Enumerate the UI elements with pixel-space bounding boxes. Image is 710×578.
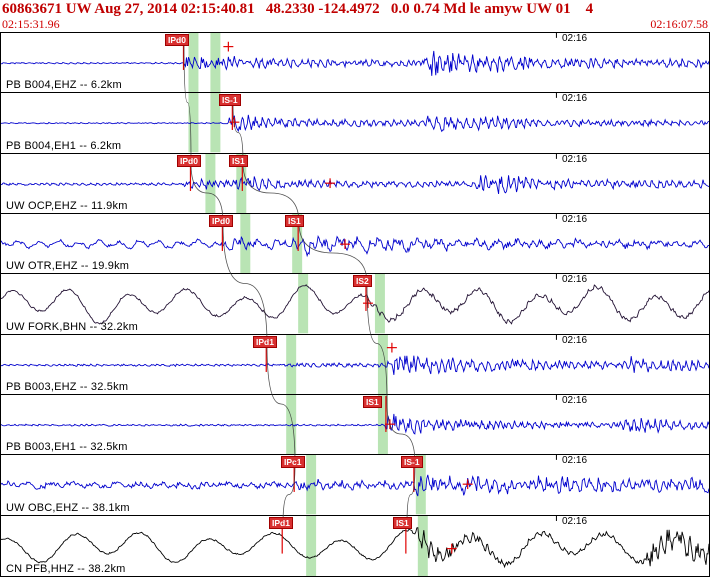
panel-time-label: 02:16 — [562, 274, 588, 286]
pick-flag[interactable]: IPd1 — [269, 516, 293, 529]
station-label: UW FORK,BHN -- 32.2km — [6, 320, 138, 333]
seismogram-trace — [1, 50, 709, 76]
waveform-panel-5[interactable]: IS2 UW FORK,BHN -- 32.2km 02:16 — [1, 274, 709, 335]
seismogram-trace — [1, 115, 709, 133]
seismogram-trace — [1, 526, 709, 568]
pick-flag[interactable]: IPd1 — [253, 335, 277, 348]
waveform-panel-4[interactable]: IPd0 IS1 UW OTR,EHZ -- 19.9km 02:16 — [1, 213, 709, 275]
arrival-window-band — [374, 274, 385, 334]
waveform-panel-9[interactable]: IPd1 IS1 CN PFB,HHZ -- 38.2km 02:16 — [1, 515, 709, 576]
station-label: PB B004,EH1 -- 6.2km — [6, 139, 122, 152]
arrival-window-band — [306, 515, 317, 576]
panel-time-label: 02:16 — [562, 153, 588, 165]
pick-flag[interactable]: IS2 — [353, 275, 372, 288]
seismogram-trace — [1, 284, 709, 326]
arrival-window-band — [415, 455, 426, 515]
station-label: UW OCP,EHZ -- 11.9km — [6, 199, 128, 212]
pick-flag[interactable]: IPc1 — [281, 456, 305, 469]
waveform-panel-6[interactable]: IPd1 PB B003,EHZ -- 32.5km 02:16 — [1, 334, 709, 395]
seismogram-trace — [1, 234, 709, 258]
arrival-window-band — [298, 274, 309, 334]
panel-time-label: 02:16 — [562, 93, 588, 105]
waveform-panel-1[interactable]: IPd0 PB B004,EHZ -- 6.2km 02:16 — [1, 33, 709, 94]
seismogram-trace — [1, 413, 709, 435]
pick-flag[interactable]: IS-1 — [219, 94, 241, 107]
window-end-time: 02:16:07.58 — [650, 17, 708, 31]
pick-flag[interactable]: IPd0 — [165, 34, 189, 46]
event-summary-header: 60863671 UW Aug 27, 2014 02:15:40.81 48.… — [2, 1, 594, 17]
arrival-window-band — [417, 515, 428, 576]
station-label: PB B003,EHZ -- 32.5km — [6, 380, 129, 393]
seismogram-trace — [1, 355, 709, 375]
seismogram-trace — [1, 174, 709, 194]
waveform-panel-7[interactable]: IS1 PB B003,EH1 -- 32.5km 02:16 — [1, 394, 709, 456]
panel-time-label: 02:16 — [562, 394, 588, 406]
pick-flag[interactable]: IS1 — [393, 516, 412, 529]
seismogram-trace — [1, 475, 709, 497]
waveform-panel-3[interactable]: IPd0 IS1 UW OCP,EHZ -- 11.9km 02:16 — [1, 153, 709, 214]
pick-flag[interactable]: IS1 — [229, 154, 248, 167]
station-label: CN PFB,HHZ -- 38.2km — [6, 562, 126, 575]
waveform-panel-8[interactable]: IPc1 IS-1 UW OBC,EHZ -- 38.1km 02:16 — [1, 455, 709, 516]
pick-flag[interactable]: IS1 — [363, 395, 382, 408]
window-start-time: 02:15:31.96 — [2, 17, 60, 31]
panel-time-label: 02:16 — [562, 334, 588, 346]
pick-flag[interactable]: IPd0 — [209, 214, 233, 227]
waveform-panel-2[interactable]: IS-1 PB B004,EH1 -- 6.2km 02:16 — [1, 93, 709, 154]
station-label: PB B003,EH1 -- 32.5km — [6, 441, 128, 454]
pick-flag[interactable]: IS-1 — [401, 456, 423, 469]
pick-flag[interactable]: IS1 — [285, 214, 304, 227]
station-label: UW OBC,EHZ -- 38.1km — [6, 501, 130, 514]
pick-flag[interactable]: IPd0 — [177, 154, 201, 167]
station-label: PB B004,EHZ -- 6.2km — [6, 79, 122, 92]
station-label: UW OTR,EHZ -- 19.9km — [6, 260, 130, 273]
panel-time-label: 02:16 — [562, 33, 588, 44]
panel-time-label: 02:16 — [562, 213, 588, 225]
panel-time-label: 02:16 — [562, 515, 588, 527]
trace-panels-container: IPd0 PB B004,EHZ -- 6.2km 02:16 IS-1 PB B004… — [0, 32, 710, 577]
time-window-bar: 02:15:31.96 02:16:07.58 — [0, 18, 710, 32]
panel-time-label: 02:16 — [562, 455, 588, 467]
